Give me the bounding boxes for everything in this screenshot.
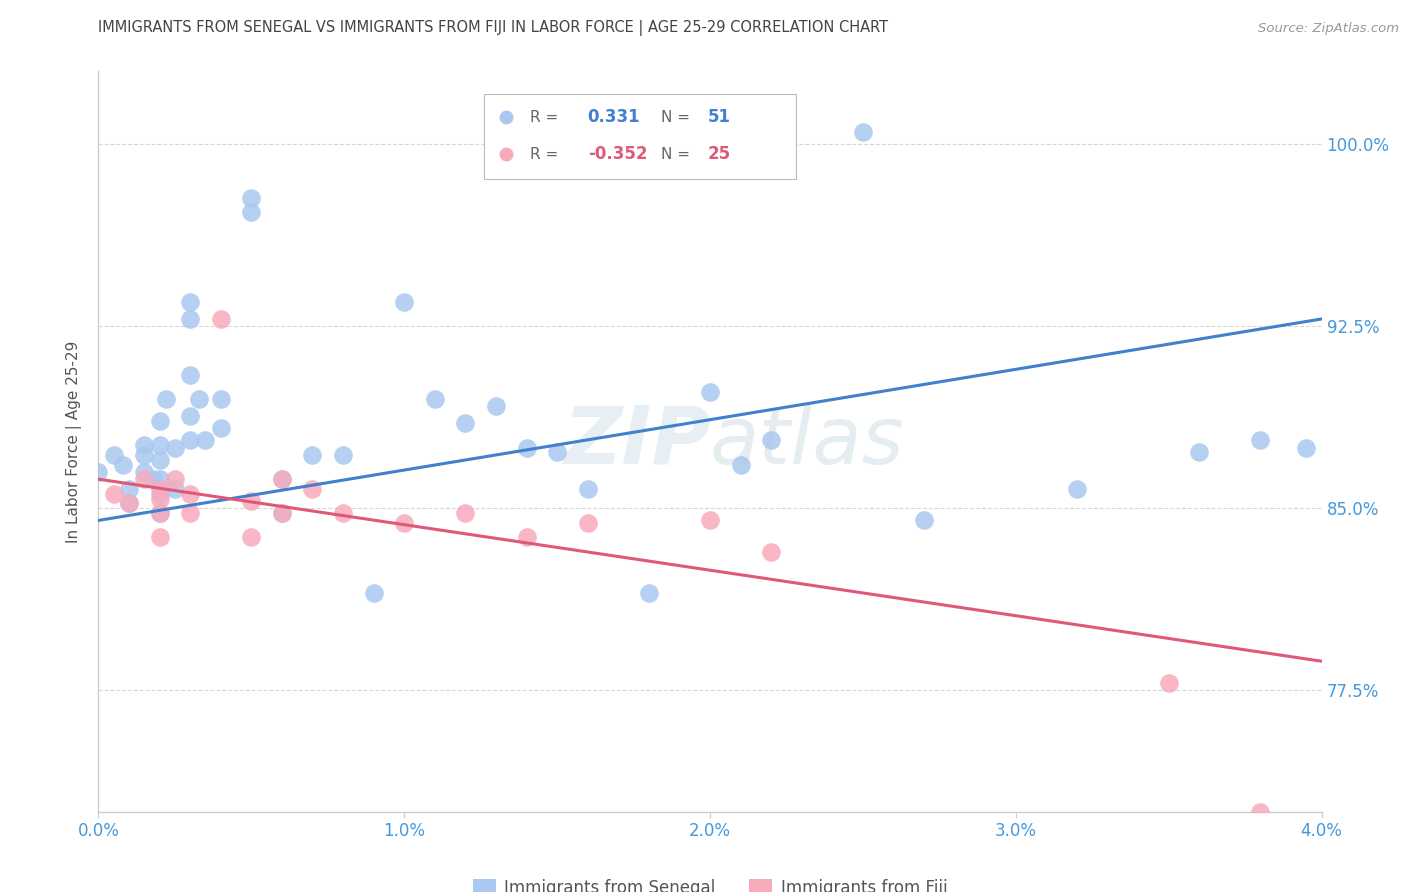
Point (454, 506, 477, 520)
Text: R =: R = (530, 147, 558, 161)
Text: R =: R = (530, 110, 558, 125)
Point (270, 472, 294, 486)
Point (852, 125, 875, 139)
Point (111, 458, 134, 472)
Point (194, 434, 217, 448)
Point (1249, 805, 1271, 819)
Text: atlas: atlas (710, 402, 905, 481)
Point (209, 392, 232, 406)
Point (134, 448, 156, 462)
Point (485, 400, 508, 414)
Text: 25: 25 (707, 145, 731, 163)
Point (1249, 434, 1271, 448)
Point (103, 448, 125, 462)
Point (188, 392, 211, 406)
Point (270, 506, 294, 520)
Point (1157, 676, 1180, 690)
Point (179, 434, 201, 448)
Point (637, 586, 661, 600)
Point (209, 312, 232, 326)
Text: Source: ZipAtlas.com: Source: ZipAtlas.com (1258, 22, 1399, 36)
Point (363, 586, 385, 600)
Point (516, 530, 538, 544)
Text: IMMIGRANTS FROM SENEGAL VS IMMIGRANTS FROM FIJI IN LABOR FORCE | AGE 25-29 CORRE: IMMIGRANTS FROM SENEGAL VS IMMIGRANTS FR… (98, 20, 889, 36)
Point (759, 434, 782, 448)
Point (134, 465, 156, 479)
Point (149, 414, 172, 428)
Point (1188, 445, 1211, 459)
Point (149, 487, 172, 501)
Text: N =: N = (661, 147, 690, 161)
Point (118, 496, 141, 510)
Text: N =: N = (661, 110, 690, 125)
Point (454, 417, 477, 431)
Point (179, 506, 201, 520)
Point (332, 506, 354, 520)
Point (270, 506, 294, 520)
Point (516, 441, 538, 455)
Legend: Immigrants from Senegal, Immigrants from Fiji: Immigrants from Senegal, Immigrants from… (467, 871, 953, 892)
Point (163, 472, 186, 486)
Point (103, 487, 125, 501)
Point (179, 312, 201, 326)
Y-axis label: In Labor Force | Age 25-29: In Labor Force | Age 25-29 (66, 341, 83, 542)
Point (392, 295, 416, 310)
Point (912, 513, 935, 527)
Point (546, 445, 568, 459)
Point (155, 392, 177, 406)
Point (149, 506, 172, 520)
Point (332, 448, 354, 462)
Text: 0.331: 0.331 (588, 108, 640, 127)
Point (118, 496, 141, 510)
Text: ZIP: ZIP (562, 402, 710, 481)
Point (301, 448, 323, 462)
Point (179, 368, 201, 382)
Point (149, 491, 172, 506)
Text: -0.352: -0.352 (588, 145, 647, 163)
Point (240, 530, 263, 544)
Point (576, 516, 599, 530)
Point (118, 482, 141, 496)
Point (149, 482, 172, 496)
Point (134, 472, 156, 486)
Point (179, 295, 201, 310)
Point (240, 191, 263, 205)
Point (730, 458, 752, 472)
Point (149, 452, 172, 467)
Point (1295, 441, 1317, 455)
Point (699, 513, 721, 527)
Point (134, 438, 156, 452)
Point (392, 516, 416, 530)
Point (163, 441, 186, 455)
Point (149, 438, 172, 452)
Point (301, 482, 323, 496)
Point (149, 506, 172, 520)
Point (423, 392, 446, 406)
Point (179, 487, 201, 501)
Point (759, 545, 782, 559)
Point (149, 530, 172, 544)
Point (149, 472, 172, 486)
Point (576, 482, 599, 496)
Point (1066, 482, 1088, 496)
Point (209, 421, 232, 435)
Point (163, 482, 186, 496)
Point (87, 465, 110, 479)
Point (699, 384, 721, 399)
Point (179, 409, 201, 423)
Point (142, 472, 165, 486)
FancyBboxPatch shape (484, 94, 796, 178)
Text: 51: 51 (707, 108, 731, 127)
Point (240, 205, 263, 219)
Point (240, 494, 263, 508)
Point (270, 472, 294, 486)
